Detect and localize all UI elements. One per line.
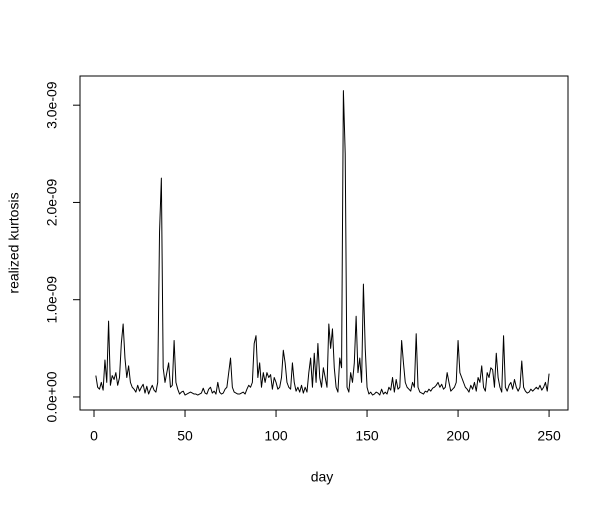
- plot-box: [79, 75, 569, 411]
- x-tick-label: 0: [90, 428, 98, 444]
- y-tick-label: 0.0e+00: [44, 371, 60, 422]
- x-tick-label: 50: [177, 428, 193, 444]
- data-line: [95, 90, 550, 396]
- y-axis-label: realized kurtosis: [6, 192, 22, 293]
- x-tick-label: 250: [537, 428, 561, 444]
- x-tick-label: 150: [355, 428, 379, 444]
- x-tick-label: 200: [446, 428, 470, 444]
- y-tick-label: 2.0e-09: [44, 178, 60, 226]
- y-tick-label: 1.0e-09: [44, 276, 60, 324]
- y-tick-label: 3.0e-09: [44, 81, 60, 129]
- x-tick-label: 100: [264, 428, 288, 444]
- x-axis-label: day: [311, 469, 334, 485]
